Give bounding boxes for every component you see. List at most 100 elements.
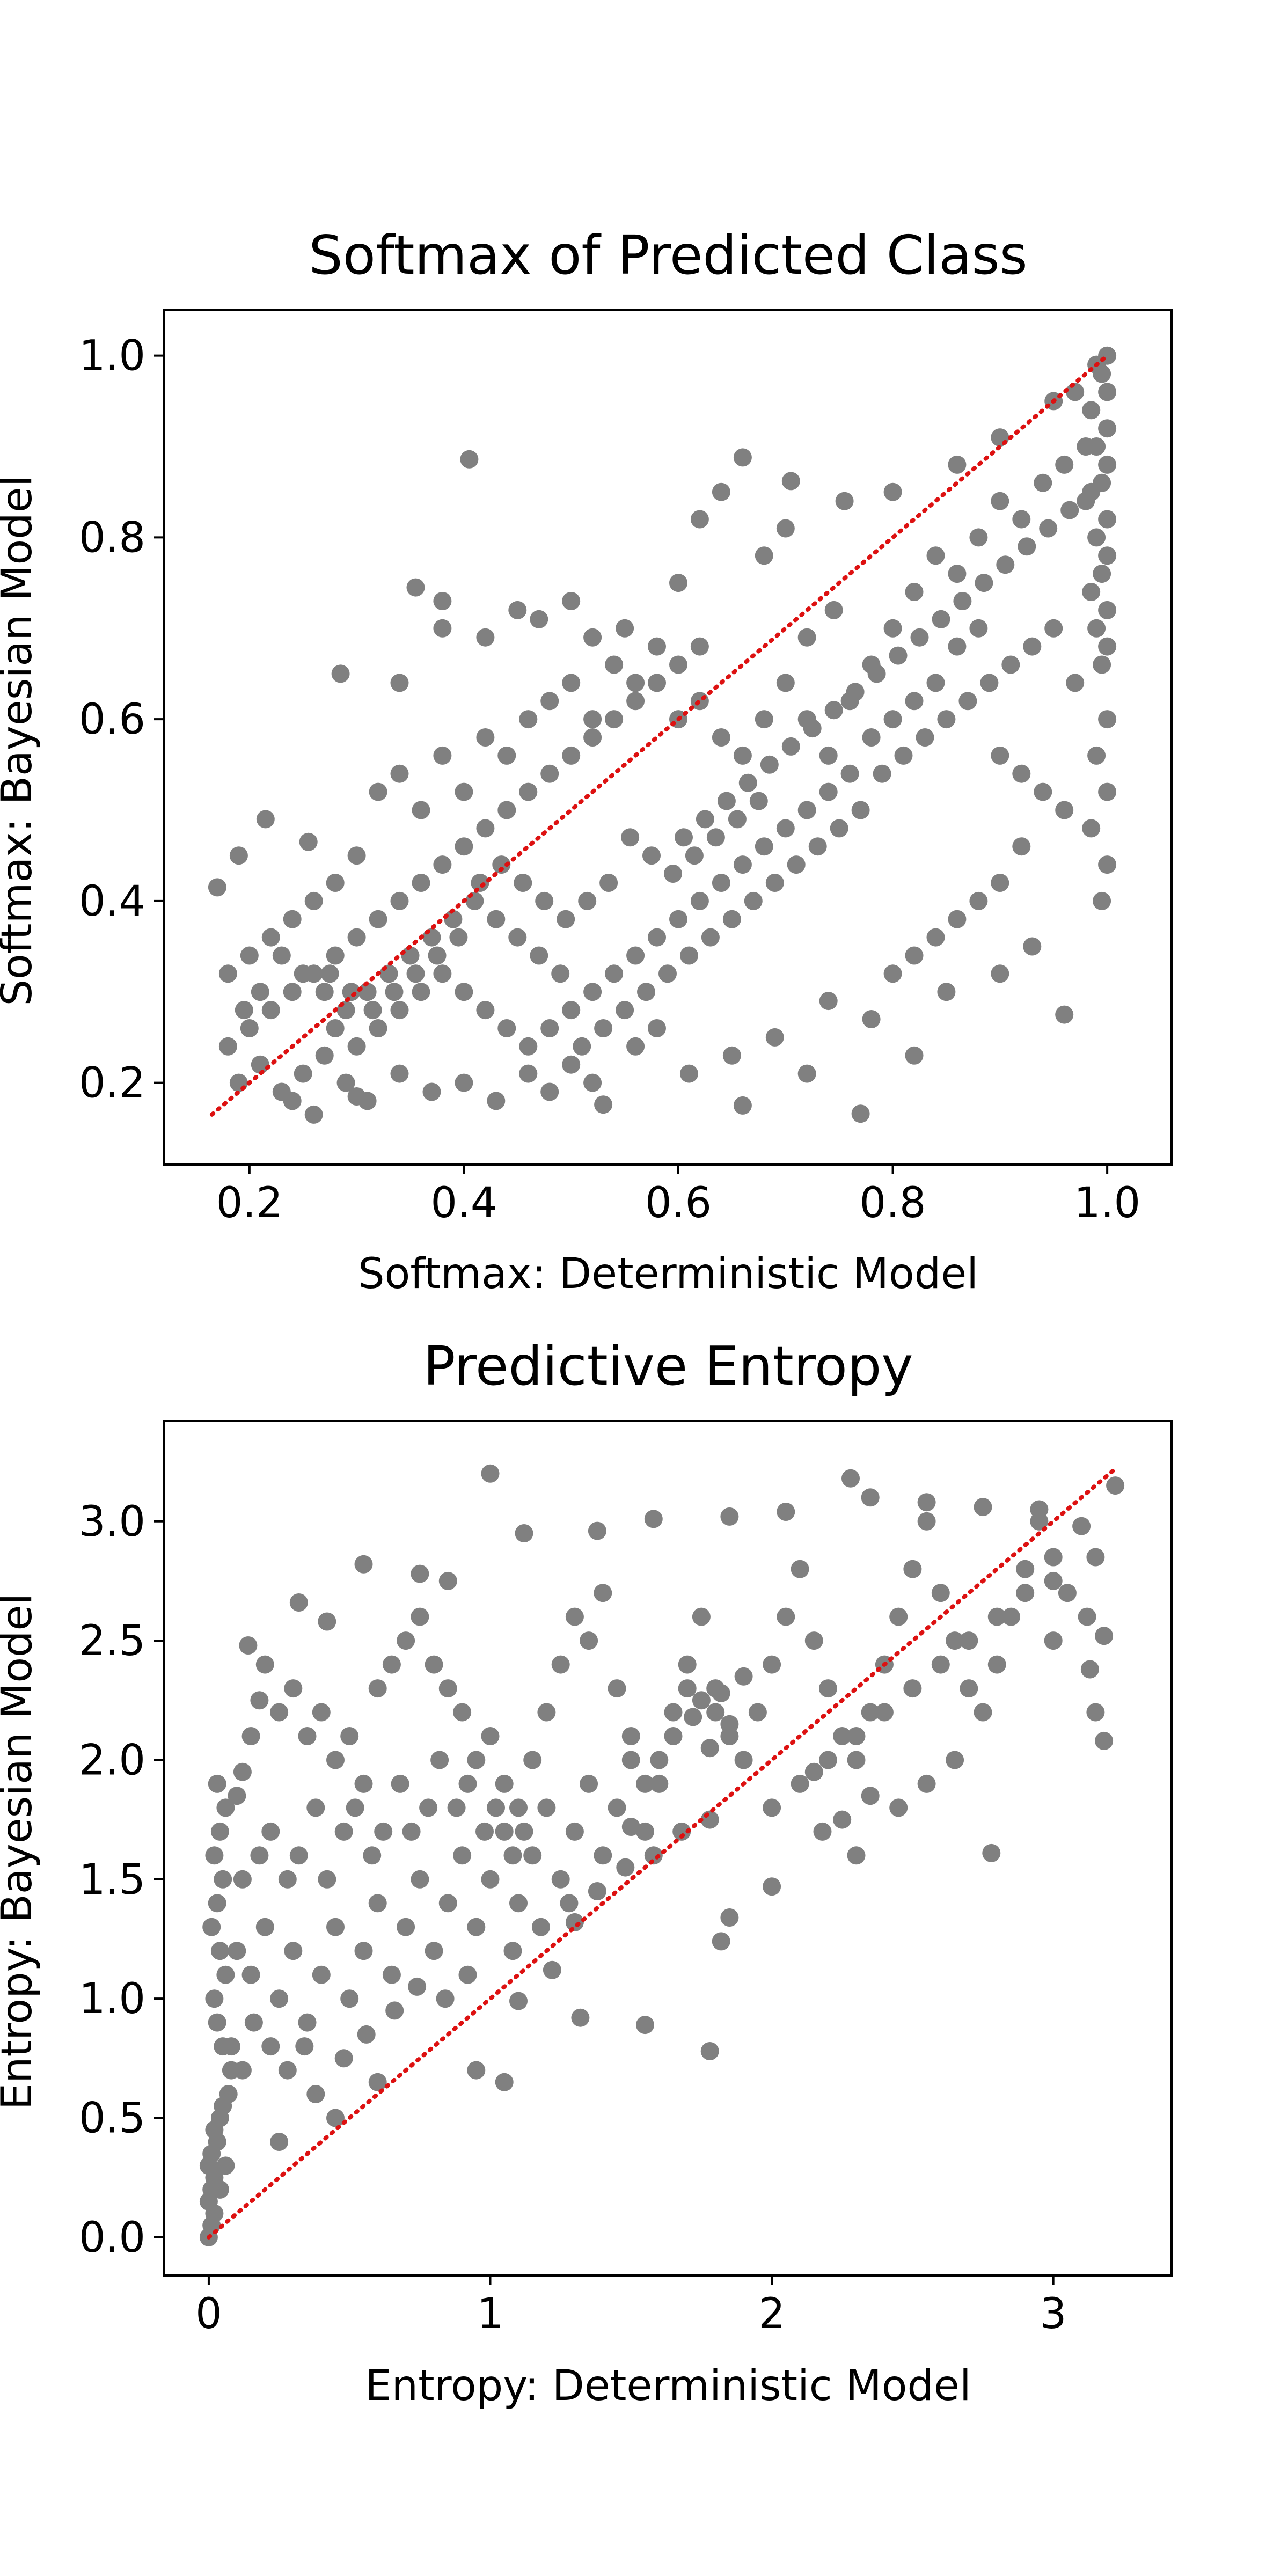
data-point bbox=[295, 2037, 314, 2056]
data-point bbox=[974, 1703, 992, 1722]
data-point bbox=[481, 1464, 500, 1483]
data-point bbox=[1098, 637, 1117, 656]
data-point bbox=[958, 692, 977, 711]
data-point bbox=[358, 1092, 377, 1110]
data-point bbox=[1034, 782, 1052, 801]
data-point bbox=[1093, 891, 1111, 910]
data-point bbox=[755, 546, 773, 565]
data-point bbox=[228, 1787, 246, 1805]
data-point bbox=[720, 1908, 739, 1927]
data-point bbox=[987, 1607, 1006, 1626]
data-point bbox=[508, 601, 527, 619]
data-point bbox=[905, 1046, 924, 1065]
data-point bbox=[412, 983, 430, 1001]
y-tick-label: 0.5 bbox=[79, 2095, 145, 2143]
data-point bbox=[438, 1679, 457, 1698]
x-tick-label: 1 bbox=[477, 2290, 504, 2338]
data-point bbox=[453, 1703, 472, 1722]
data-point bbox=[636, 1774, 654, 1793]
data-point bbox=[487, 910, 506, 928]
data-point bbox=[840, 764, 859, 783]
data-point bbox=[1034, 473, 1052, 492]
data-point bbox=[948, 455, 967, 474]
data-point bbox=[406, 578, 425, 597]
data-point bbox=[987, 1655, 1006, 1674]
data-point bbox=[862, 1010, 881, 1028]
data-point bbox=[284, 1679, 303, 1698]
data-point bbox=[229, 846, 248, 865]
data-point bbox=[304, 891, 323, 910]
data-point bbox=[535, 891, 554, 910]
data-point bbox=[571, 2008, 590, 2027]
data-point bbox=[700, 2042, 719, 2060]
plot-area: 0.2 0.4 0.6 0.8 1.0 0.2 0.4 0.6 0.8 1.0 bbox=[79, 309, 1173, 1227]
data-point bbox=[270, 1989, 289, 2008]
data-point bbox=[1098, 346, 1117, 365]
data-point bbox=[946, 1751, 964, 1769]
data-point bbox=[669, 574, 687, 592]
data-point bbox=[326, 1918, 345, 1936]
data-point bbox=[438, 1571, 457, 1590]
data-point bbox=[354, 1555, 373, 1574]
data-point bbox=[412, 801, 430, 819]
data-point bbox=[346, 1798, 364, 1817]
data-point bbox=[658, 964, 677, 983]
data-point bbox=[917, 1512, 936, 1531]
data-point bbox=[733, 746, 752, 765]
data-point bbox=[562, 592, 581, 610]
reference-line bbox=[206, 1466, 1118, 2240]
data-point bbox=[205, 1846, 224, 1865]
data-point bbox=[1072, 1517, 1091, 1535]
data-point bbox=[642, 846, 661, 865]
data-point bbox=[744, 891, 763, 910]
data-point bbox=[1098, 546, 1117, 565]
data-point bbox=[519, 710, 538, 729]
data-point bbox=[644, 1510, 663, 1528]
data-point bbox=[289, 1846, 308, 1865]
data-point bbox=[803, 719, 822, 738]
data-point bbox=[926, 674, 945, 692]
data-point bbox=[1058, 1584, 1077, 1602]
data-point bbox=[969, 528, 988, 547]
data-point bbox=[340, 1727, 359, 1745]
data-point bbox=[905, 946, 924, 965]
data-point bbox=[467, 1751, 486, 1769]
data-point bbox=[583, 710, 602, 729]
data-point bbox=[706, 1703, 725, 1722]
data-point bbox=[261, 2037, 280, 2056]
data-point bbox=[240, 1019, 259, 1037]
data-point bbox=[594, 1019, 613, 1037]
softmax-plot: Softmax of Predicted Class 0.2 0.4 0.6 0.8 1… bbox=[0, 224, 1173, 1298]
data-point bbox=[1055, 801, 1074, 819]
data-point bbox=[411, 1870, 429, 1889]
data-point bbox=[241, 1965, 260, 1984]
data-point bbox=[797, 1064, 816, 1083]
data-point bbox=[551, 1870, 570, 1889]
data-point bbox=[453, 1846, 472, 1865]
data-point bbox=[717, 792, 736, 810]
y-tick-label: 1.5 bbox=[79, 1856, 145, 1904]
data-point bbox=[537, 1798, 556, 1817]
data-point bbox=[889, 1798, 908, 1817]
data-point bbox=[755, 837, 773, 856]
data-point bbox=[562, 1055, 581, 1074]
data-point bbox=[495, 2073, 514, 2091]
data-point bbox=[1082, 819, 1101, 838]
data-point bbox=[583, 728, 602, 747]
data-point bbox=[948, 637, 967, 656]
data-point bbox=[481, 1870, 500, 1889]
data-point bbox=[540, 692, 559, 711]
data-point bbox=[763, 1798, 781, 1817]
data-point bbox=[781, 737, 800, 756]
data-point bbox=[515, 1822, 533, 1841]
data-point bbox=[390, 1001, 409, 1020]
data-point bbox=[862, 728, 881, 747]
data-point bbox=[734, 1751, 753, 1769]
data-point bbox=[540, 1019, 559, 1037]
data-point bbox=[233, 1762, 252, 1781]
data-point bbox=[905, 583, 924, 601]
data-point bbox=[669, 910, 687, 928]
data-point bbox=[562, 1001, 581, 1020]
data-point bbox=[1093, 655, 1111, 674]
data-point bbox=[208, 1774, 226, 1793]
